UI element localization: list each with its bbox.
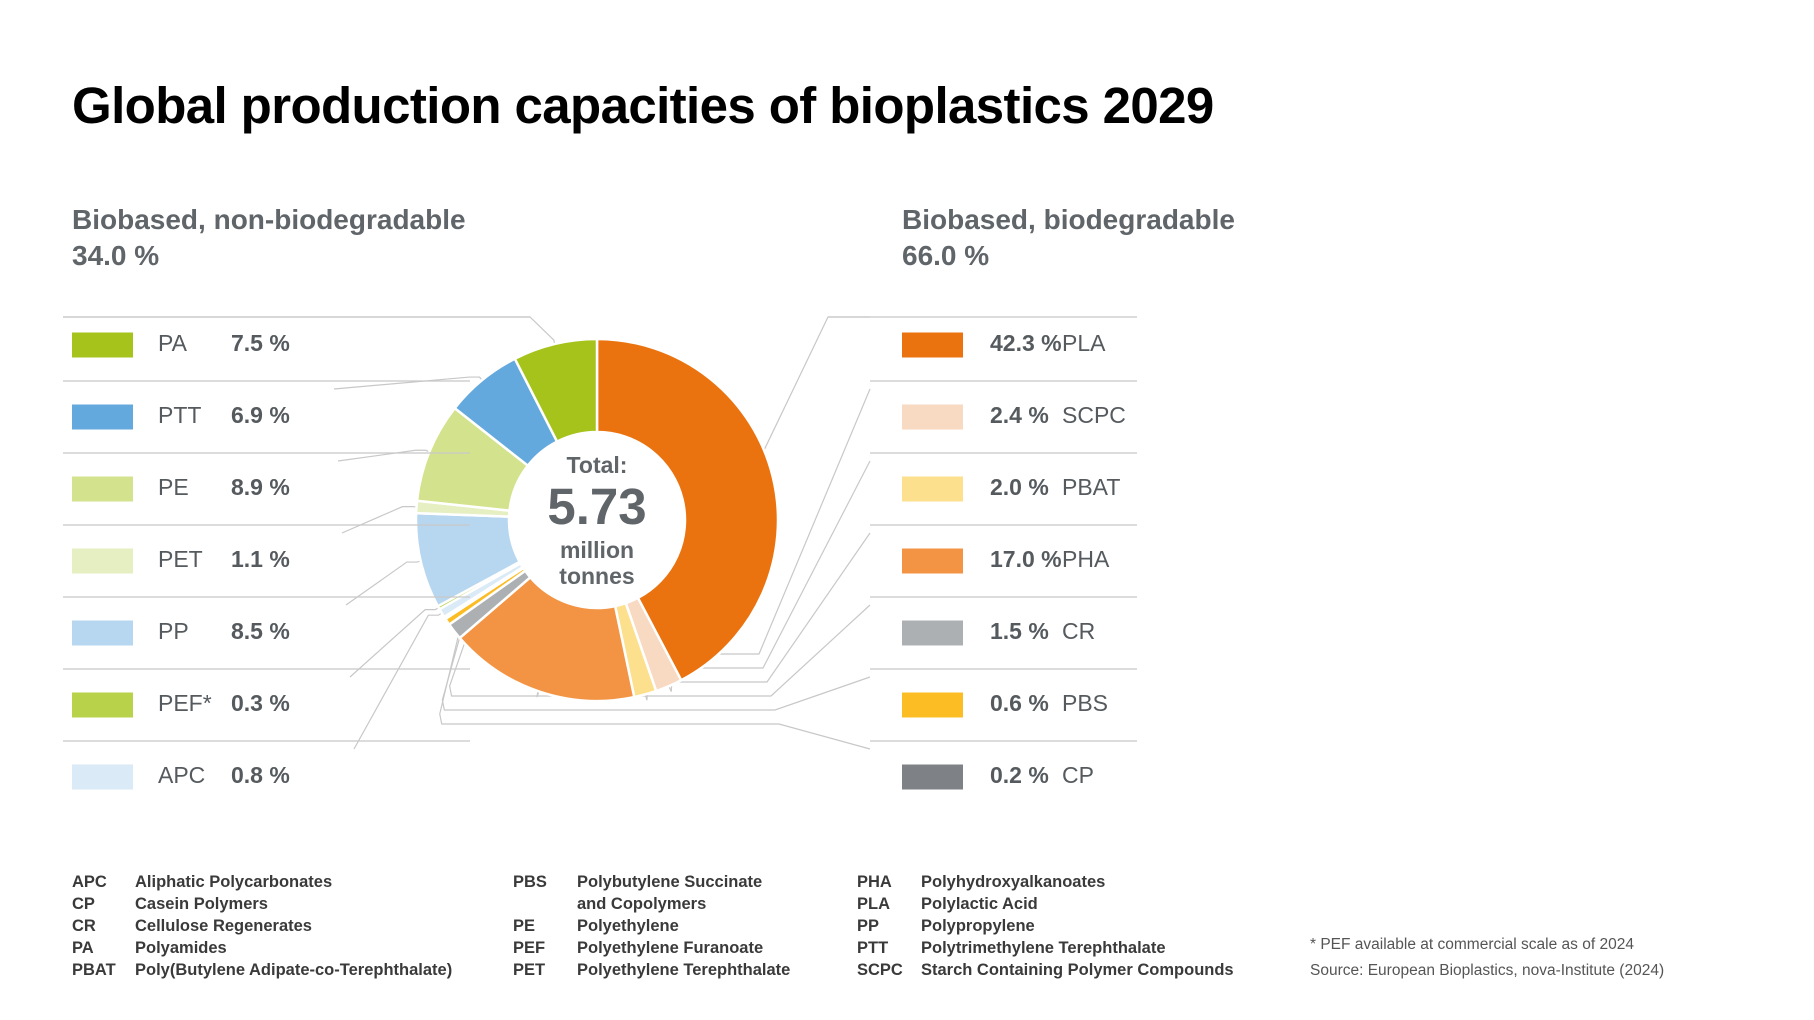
legend-name-cp: CP [1062,762,1094,788]
footnotes: * PEF available at commercial scale as o… [1310,932,1664,984]
glossary-definition: Starch Containing Polymer Compounds [921,961,1234,979]
glossary-abbreviation: APC [72,873,107,891]
glossary-definition: Polylactic Acid [921,895,1038,913]
glossary-abbreviation: PEF [513,939,546,957]
glossary-definition: Polyhydroxyalkanoates [921,873,1106,891]
legend-name-pet: PET [158,546,203,572]
legend-name-pbat: PBAT [1062,474,1120,500]
legend-name-pef: PEF* [158,690,212,716]
leader-line-cr [448,604,871,697]
legend-name-cr: CR [1062,618,1095,644]
center-total-label: Total: [567,452,628,478]
legend-value-pet: 1.1 % [231,546,290,572]
glossary-abbreviation: CP [72,895,95,913]
group-label: Biobased, biodegradable [902,204,1235,235]
legend-value-ptt: 6.9 % [231,402,290,428]
legend-value-scpc: 2.4 % [990,402,1049,428]
legend-swatch-cp [902,764,963,790]
center-label: Total: 5.73 million tonnes [547,452,646,589]
glossary-abbreviation: CR [72,917,96,935]
glossary-definition: and Copolymers [577,895,707,913]
slice-pa [513,337,599,444]
legend-name-pa: PA [158,330,188,356]
legend-swatch-ptt [72,404,133,430]
page-title: Global production capacities of bioplast… [72,77,1214,134]
legend: PA 7.5 % PTT 6.9 % PE 8.9 % PET 1.1 % PP 8.5 % PEF… [63,316,1137,790]
leader-line-pa [63,316,559,359]
legend-name-pp: PP [158,618,189,644]
center-unit-line2: tonnes [559,563,634,589]
glossary-definition: Polybutylene Succinate [577,873,763,891]
leader-line-apc [353,604,455,750]
legend-swatch-pha [902,548,963,574]
glossary-abbreviation: PTT [857,939,889,957]
legend-swatch-pef [72,692,133,718]
slice-pha [457,575,636,703]
glossary-definition: Polyethylene [577,917,679,935]
glossary-definition: Polyethylene Terephthalate [577,961,791,979]
legend-name-pla: PLA [1062,330,1106,356]
slice-pla [595,337,780,682]
legend-name-scpc: SCPC [1062,402,1126,428]
group-label: Biobased, non-biodegradable [72,204,466,235]
glossary-abbreviation: SCPC [857,961,903,979]
glossary-definition: Poly(Butylene Adipate-co-Terephthalate) [135,961,453,979]
legend-name-pe: PE [158,474,189,500]
legend-name-apc: APC [158,762,205,788]
group-header-non-biodegradable: Biobased, non-biodegradable 34.0 % [72,202,466,274]
legend-name-pha: PHA [1062,546,1110,572]
legend-value-pef: 0.3 % [231,690,290,716]
legend-swatch-apc [72,764,133,790]
legend-value-pha: 17.0 % [990,546,1062,572]
glossary-abbreviation: PA [72,939,94,957]
glossary-abbreviation: PBS [513,873,547,891]
glossary-definition: Aliphatic Polycarbonates [135,873,333,891]
legend-value-cp: 0.2 % [990,762,1049,788]
glossary-definition: Polyamides [135,939,227,957]
legend-value-pe: 8.9 % [231,474,290,500]
legend-name-ptt: PTT [158,402,201,428]
group-header-biodegradable: Biobased, biodegradable 66.0 % [902,202,1235,274]
legend-swatch-scpc [902,404,963,430]
source-note: Source: European Bioplastics, nova-Insti… [1310,962,1665,979]
center-total-value: 5.73 [547,478,646,535]
glossary-abbreviation: PET [513,961,546,979]
glossary-definition: Polypropylene [921,917,1035,935]
legend-value-pbs: 0.6 % [990,690,1049,716]
legend-value-pa: 7.5 % [231,330,290,356]
legend-swatch-pbs [902,692,963,718]
leader-line-ptt [333,376,493,393]
legend-swatch-pet [72,548,133,574]
center-unit-line1: million [560,537,634,563]
legend-value-pp: 8.5 % [231,618,290,644]
legend-value-apc: 0.8 % [231,762,290,788]
leader-line-cp [439,604,871,750]
pef-footnote: * PEF available at commercial scale as o… [1310,936,1634,953]
legend-swatch-pla [902,332,963,358]
glossary-definition: Casein Polymers [135,895,268,913]
legend-value-cr: 1.5 % [990,618,1049,644]
legend-swatch-pe [72,476,133,502]
glossary-abbreviation: PHA [857,873,892,891]
legend-swatch-pp [72,620,133,646]
group-share: 34.0 % [72,240,160,271]
glossary-abbreviation: PBAT [72,961,116,979]
glossary-abbreviation: PP [857,917,880,935]
group-share: 66.0 % [902,240,990,271]
glossary-abbreviation: PE [513,917,536,935]
legend-value-pbat: 2.0 % [990,474,1049,500]
glossary-definition: Polyethylene Furanoate [577,939,764,957]
glossary-definition: Cellulose Regenerates [135,917,312,935]
legend-swatch-pbat [902,476,963,502]
glossary-definition: Polytrimethylene Terephthalate [921,939,1166,957]
glossary-abbreviation: PLA [857,895,890,913]
legend-value-pla: 42.3 % [990,330,1062,356]
legend-name-pbs: PBS [1062,690,1108,716]
legend-swatch-pa [72,332,133,358]
legend-swatch-cr [902,620,963,646]
